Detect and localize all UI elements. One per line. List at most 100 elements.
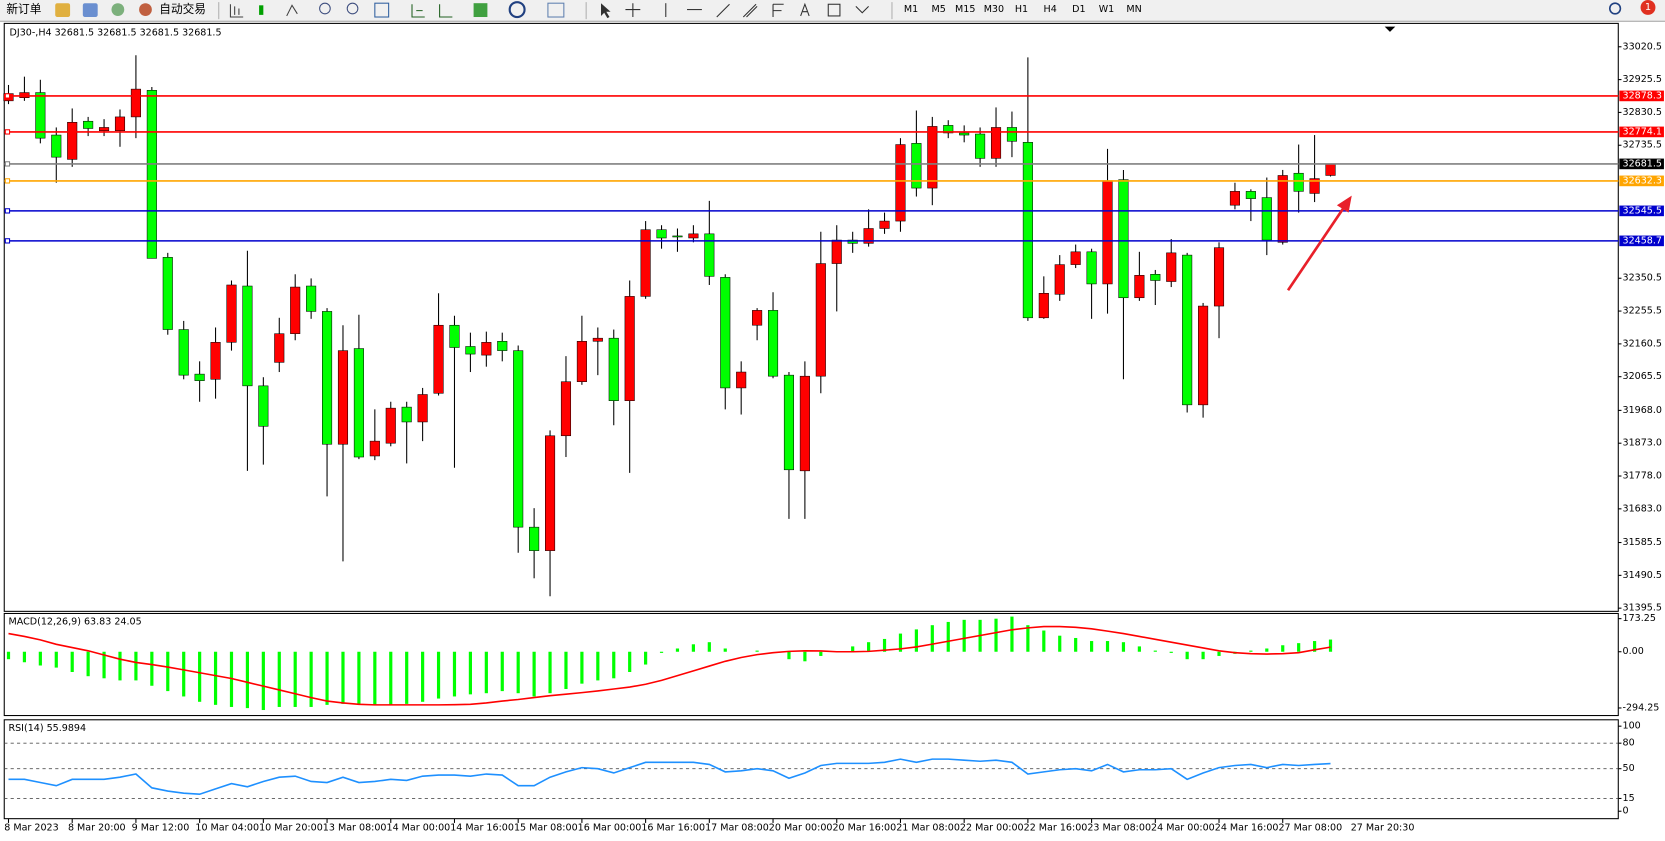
- price-label: 32681.5: [1623, 158, 1662, 169]
- price-label: 32545.5: [1623, 205, 1662, 216]
- autoscroll-icon[interactable]: [411, 4, 425, 18]
- candle-body: [608, 337, 619, 401]
- time-marker-label: 27 Mar 20:30: [1351, 823, 1415, 834]
- macd-bar: [1058, 635, 1062, 652]
- candle-body: [767, 310, 779, 377]
- timeframe-button[interactable]: D1: [1072, 4, 1085, 15]
- price-line-handle: [4, 208, 11, 214]
- candle-body: [1198, 305, 1209, 406]
- candle-body: [290, 286, 301, 334]
- timeframe-button[interactable]: H4: [1044, 4, 1057, 15]
- new-order-button[interactable]: 新订单: [6, 2, 41, 16]
- macd-bar: [182, 651, 186, 697]
- macd-bar: [198, 651, 202, 702]
- periods-icon[interactable]: [508, 1, 526, 19]
- zoom-out-icon[interactable]: [346, 2, 359, 15]
- icon[interactable]: [82, 3, 98, 18]
- macd-bar: [134, 651, 138, 681]
- text-icon[interactable]: [800, 2, 810, 17]
- candle-body: [975, 133, 986, 159]
- y-tick-label: 0: [1623, 806, 1629, 817]
- macd-bar: [851, 646, 855, 652]
- macd-bar: [341, 651, 345, 704]
- macd-bar: [468, 651, 472, 695]
- macd-bar: [962, 619, 966, 652]
- candle-body: [1102, 180, 1113, 285]
- candle-body: [258, 385, 269, 427]
- label-icon[interactable]: [827, 3, 841, 17]
- search-icon[interactable]: [1608, 2, 1622, 15]
- y-tick-label: 173.25: [1623, 613, 1656, 624]
- candle-body: [99, 127, 110, 131]
- candle-body: [114, 116, 126, 131]
- y-tick-label: 32735.5: [1623, 140, 1662, 151]
- macd-bar: [102, 651, 106, 679]
- candle-body: [545, 435, 556, 551]
- timeframe-group: M1 M5 M15 M30 H1 H4 D1 W1 MN: [904, 4, 1142, 15]
- macd-bar: [1297, 643, 1301, 652]
- candle-icon[interactable]: [259, 5, 264, 15]
- macd-bar: [1217, 651, 1221, 656]
- cursor-icon[interactable]: [601, 3, 611, 19]
- y-tick-label: 80: [1623, 738, 1635, 749]
- candle-body: [815, 263, 826, 377]
- macd-bar: [1026, 625, 1030, 652]
- x-tick-label: 15 Mar 08:00: [514, 823, 578, 834]
- candle-body: [895, 144, 906, 222]
- candle-body: [688, 233, 699, 239]
- price-line-handle: [4, 129, 11, 135]
- price-line-handle: [4, 178, 11, 184]
- macd-bar: [707, 642, 711, 652]
- timeframe-button[interactable]: W1: [1099, 4, 1115, 15]
- bar-chart-icon[interactable]: [229, 4, 244, 18]
- trendline-icon[interactable]: [716, 3, 730, 18]
- macd-bar: [38, 651, 42, 666]
- price-label-bg: [1619, 205, 1664, 217]
- macd-bar: [1042, 630, 1046, 652]
- x-tick-label: 23 Mar 08:00: [1087, 823, 1151, 834]
- line-chart-icon[interactable]: [286, 4, 298, 17]
- macd-bar: [484, 651, 488, 694]
- price-label-bg: [1619, 235, 1664, 247]
- y-tick-label: 31873.0: [1623, 438, 1662, 449]
- shift-icon[interactable]: [439, 4, 453, 18]
- candle-body: [1325, 163, 1336, 176]
- macd-bar: [532, 651, 536, 697]
- channel-icon[interactable]: [742, 3, 758, 18]
- macd-bar: [596, 651, 600, 681]
- timeframe-button[interactable]: M5: [932, 4, 946, 15]
- macd-bar: [516, 651, 520, 694]
- icon[interactable]: [139, 3, 152, 16]
- icon[interactable]: [55, 3, 71, 18]
- timeframe-button[interactable]: M30: [984, 4, 1004, 15]
- y-tick-label: 0.00: [1623, 646, 1644, 657]
- crosshair-icon[interactable]: [625, 3, 641, 18]
- candle-body: [417, 394, 428, 423]
- y-tick-label: 31778.0: [1623, 471, 1662, 482]
- templates-icon[interactable]: [547, 2, 565, 18]
- icon[interactable]: [111, 3, 125, 16]
- timeframe-button[interactable]: H1: [1015, 4, 1028, 15]
- x-tick-label: 20 Mar 16:00: [833, 823, 897, 834]
- timeframe-button[interactable]: MN: [1126, 4, 1141, 15]
- notification-badge[interactable]: [1640, 0, 1656, 15]
- candle-body: [146, 90, 157, 259]
- candle-body: [465, 346, 476, 355]
- macd-bar: [452, 651, 457, 697]
- auto-trading-button[interactable]: 自动交易: [159, 2, 206, 16]
- candle-body: [752, 310, 763, 326]
- signal-line: [8, 625, 1331, 706]
- timeframe-button[interactable]: M1: [904, 4, 918, 15]
- macd-bar: [612, 651, 616, 679]
- arrows-icon[interactable]: [855, 6, 869, 14]
- candle-body: [449, 324, 460, 348]
- y-tick-label: 31585.5: [1623, 537, 1662, 548]
- timeframe-button[interactable]: M15: [955, 4, 975, 15]
- zoom-in-icon[interactable]: [319, 2, 331, 15]
- fibo-icon[interactable]: [772, 3, 784, 18]
- indicators-icon[interactable]: [473, 3, 488, 18]
- x-tick-label: 20 Mar 00:00: [769, 823, 833, 834]
- y-tick-label: 32160.5: [1623, 338, 1662, 349]
- candle-body: [576, 341, 587, 382]
- tile-icon[interactable]: [374, 2, 390, 18]
